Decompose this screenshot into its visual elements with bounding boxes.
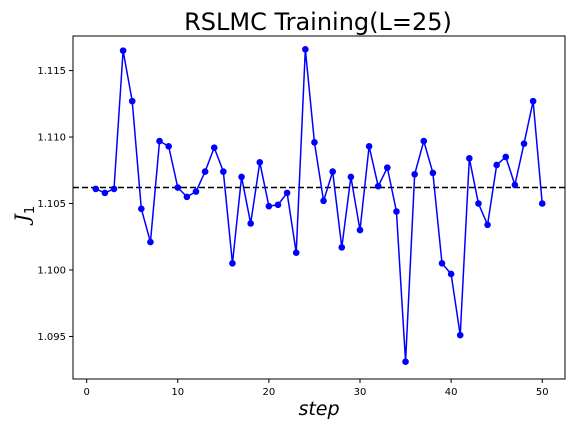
x-tick-label: 20 bbox=[263, 387, 276, 398]
data-point bbox=[456, 331, 464, 339]
data-point bbox=[210, 144, 218, 151]
data-point bbox=[101, 189, 109, 197]
data-point bbox=[356, 226, 364, 234]
data-point bbox=[183, 193, 191, 201]
series-markers bbox=[92, 45, 546, 366]
data-point bbox=[511, 181, 519, 189]
data-point bbox=[138, 205, 145, 213]
data-point bbox=[475, 200, 482, 207]
x-tick-label: 30 bbox=[354, 387, 367, 398]
data-point bbox=[256, 158, 264, 166]
y-tick-label: 1.095 bbox=[37, 332, 66, 343]
y-axis-label-main: J bbox=[10, 213, 34, 226]
y-tick-label: 1.115 bbox=[37, 66, 66, 77]
x-tick-label: 0 bbox=[83, 387, 89, 398]
data-point bbox=[393, 208, 400, 215]
data-point bbox=[119, 47, 127, 54]
data-point bbox=[447, 270, 455, 278]
data-point bbox=[274, 201, 282, 209]
data-point bbox=[411, 170, 418, 178]
chart-title: RSLMC Training(L=25) bbox=[184, 8, 452, 36]
data-point bbox=[384, 164, 391, 171]
data-point bbox=[302, 45, 309, 53]
data-point bbox=[156, 137, 163, 145]
data-point bbox=[374, 182, 382, 190]
data-point bbox=[520, 140, 528, 147]
data-point bbox=[338, 244, 346, 251]
data-point bbox=[529, 97, 537, 105]
data-point bbox=[283, 189, 291, 197]
data-point bbox=[247, 220, 254, 227]
x-tick-label: 10 bbox=[171, 387, 184, 398]
x-axis-label: step bbox=[298, 398, 339, 420]
data-point bbox=[311, 139, 318, 146]
y-axis-label-subscript: 1 bbox=[23, 206, 38, 214]
data-point bbox=[402, 358, 409, 366]
y-tick-label: 1.110 bbox=[37, 133, 66, 144]
data-point bbox=[329, 168, 336, 175]
y-tick-label: 1.105 bbox=[37, 199, 66, 210]
series-line bbox=[95, 49, 543, 362]
x-axis-ticks: 0 10 20 30 40 50 bbox=[83, 379, 549, 398]
data-point bbox=[92, 185, 100, 193]
data-point bbox=[238, 173, 245, 181]
data-point bbox=[320, 197, 327, 205]
x-tick-label: 40 bbox=[445, 387, 458, 398]
data-point bbox=[220, 168, 227, 175]
data-point bbox=[484, 221, 491, 229]
data-point bbox=[365, 143, 373, 150]
y-tick-label: 1.100 bbox=[37, 265, 66, 276]
data-point bbox=[165, 143, 172, 150]
data-point bbox=[128, 97, 136, 105]
plot-area bbox=[72, 35, 566, 380]
data-point bbox=[438, 260, 446, 267]
data-point bbox=[420, 137, 428, 145]
data-point bbox=[502, 153, 510, 161]
data-point bbox=[192, 188, 200, 195]
plot-frame bbox=[72, 35, 566, 380]
data-point bbox=[265, 202, 273, 210]
data-point bbox=[429, 169, 437, 177]
data-point bbox=[201, 168, 209, 175]
data-point bbox=[229, 260, 236, 267]
data-point bbox=[493, 161, 500, 169]
data-point bbox=[538, 200, 546, 207]
y-axis-ticks: 1.095 1.100 1.105 1.110 1.115 bbox=[37, 66, 73, 343]
data-point bbox=[292, 249, 300, 257]
data-point bbox=[174, 184, 182, 191]
data-point bbox=[110, 185, 118, 193]
x-tick-label: 50 bbox=[536, 387, 549, 398]
y-axis-label: J1 bbox=[10, 206, 38, 226]
data-point bbox=[466, 155, 473, 162]
data-point bbox=[347, 173, 355, 181]
data-point bbox=[147, 238, 154, 246]
